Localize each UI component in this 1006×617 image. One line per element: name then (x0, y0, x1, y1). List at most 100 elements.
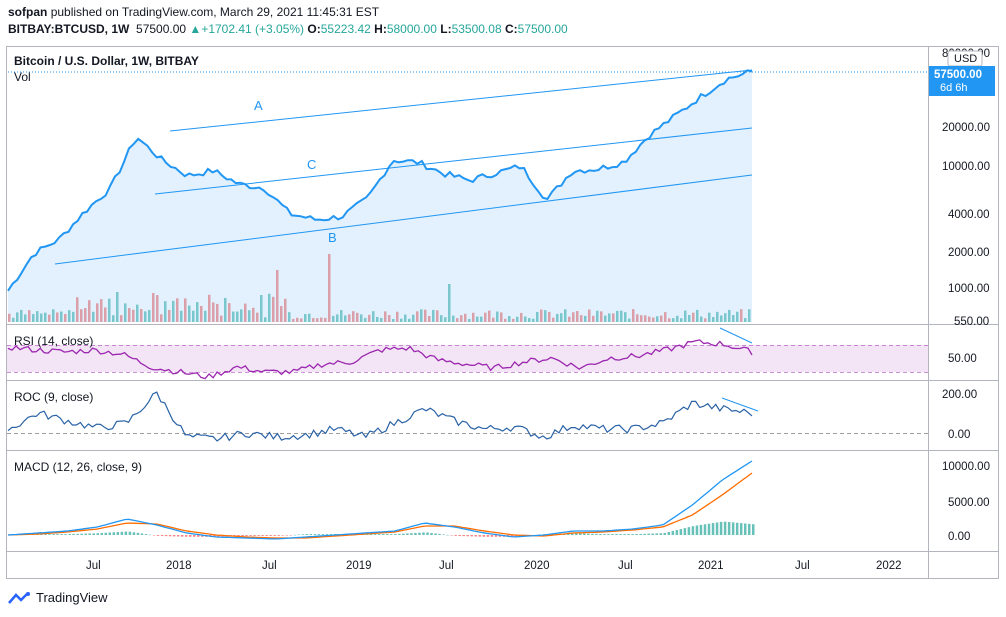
volume-bar (736, 311, 739, 322)
roc-line[interactable] (7, 391, 753, 442)
rsi-line[interactable] (7, 339, 753, 380)
volume-bar (440, 315, 443, 322)
channel-line-b[interactable] (54, 174, 753, 265)
macd-tick: 10000.00 (942, 461, 990, 473)
channel-line-c[interactable] (154, 127, 753, 195)
macd-histogram-bar (663, 533, 667, 535)
high-value: 58000.00 (386, 22, 437, 36)
volume-bar (144, 311, 147, 322)
volume-bar (324, 317, 327, 322)
up-triangle-icon: ▲ (189, 22, 202, 36)
volume-bar (288, 312, 291, 322)
rsi-band (7, 345, 928, 372)
annotation-b: B (328, 230, 337, 245)
macd-histogram (8, 521, 755, 537)
roc-divergence-line[interactable] (721, 397, 759, 412)
footer: TradingView (8, 590, 108, 605)
macd-histogram-bar (386, 534, 389, 535)
macd-histogram-bar (44, 534, 47, 535)
macd-histogram-bar (96, 533, 99, 535)
volume-bar (692, 312, 695, 322)
macd-histogram-bar (583, 533, 586, 535)
volume-bar (200, 305, 203, 322)
volume-bar (724, 313, 727, 322)
macd-histogram-bar (84, 533, 87, 535)
volume-bar (368, 314, 371, 322)
volume-bar (432, 309, 435, 322)
volume-bar (656, 316, 659, 322)
macd-line[interactable] (7, 460, 753, 540)
volume-bar (268, 293, 271, 322)
macd-histogram-bar (599, 533, 602, 535)
macd-histogram-bar (406, 533, 409, 535)
macd-histogram-bar (707, 523, 711, 535)
volume-bar (628, 318, 631, 322)
macd-histogram-bar (249, 535, 252, 536)
volume-bar (644, 315, 647, 322)
volume-bar (360, 314, 363, 322)
macd-signal-line[interactable] (7, 472, 753, 539)
volume-bar (680, 318, 683, 322)
volume-bar (64, 313, 67, 322)
volume-bar (612, 313, 615, 322)
author-name[interactable]: sofpan (8, 5, 48, 19)
volume-bar (188, 305, 191, 322)
macd-histogram-bar (595, 533, 598, 535)
bar-countdown: 6d 6h (940, 82, 968, 94)
macd-histogram-bar (639, 533, 642, 535)
price-area-fill (8, 70, 752, 322)
volume-bar (240, 309, 243, 322)
volume-bar (28, 310, 31, 322)
macd-histogram-bar (470, 535, 473, 537)
volume-bar (228, 303, 231, 322)
price-tick: 550.00 (954, 316, 989, 328)
price-line[interactable] (7, 69, 753, 292)
macd-histogram-bar (446, 534, 449, 536)
volume-bar (32, 314, 35, 322)
volume-bar (484, 312, 487, 322)
volume-bar (400, 318, 403, 322)
macd-histogram-bar (56, 534, 59, 535)
low-value: 53500.08 (451, 22, 502, 36)
volume-bar (292, 318, 295, 322)
currency-label[interactable]: USD (954, 53, 977, 65)
volume-bar (272, 296, 275, 322)
volume-bar (452, 315, 455, 322)
macd-histogram-bar (398, 533, 401, 535)
volume-bar (480, 316, 483, 322)
macd-histogram-bar (611, 534, 614, 535)
rsi-divergence-line[interactable] (719, 327, 753, 344)
macd-histogram-bar (430, 532, 433, 535)
brand-name[interactable]: TradingView (36, 590, 108, 605)
volume-bar (528, 318, 531, 322)
macd-histogram-bar (253, 535, 256, 536)
time-tick: Jul (795, 560, 810, 572)
volume-bar (152, 293, 155, 322)
volume-bar (44, 312, 47, 322)
volume-bar (468, 318, 471, 322)
volume-bar (212, 302, 215, 322)
roc-tick: 200.00 (942, 389, 977, 401)
macd-histogram-bar (390, 534, 393, 535)
volume-bar (328, 254, 331, 322)
volume-bar (52, 309, 55, 322)
volume-bar (412, 314, 415, 322)
volume-bar (492, 317, 495, 322)
macd-histogram-bar (418, 532, 421, 535)
volume-bar (196, 302, 199, 322)
volume-bar (508, 316, 511, 322)
volume-bar (344, 315, 347, 322)
volume-bar (428, 315, 431, 322)
time-axis[interactable]: Jul 2018 Jul 2019 Jul 2020 Jul 2021 Jul … (86, 560, 902, 572)
channel-line-a[interactable] (169, 69, 753, 132)
volume-bar (568, 316, 571, 322)
macd-histogram-bar (627, 534, 630, 535)
volume-bar (420, 309, 423, 322)
volume-bar (532, 318, 535, 322)
high-label: H: (374, 22, 387, 36)
macd-histogram-bar (40, 534, 43, 535)
macd-histogram-bar (659, 533, 663, 535)
tradingview-logo-icon[interactable] (8, 591, 32, 605)
volume-bar (620, 310, 623, 322)
